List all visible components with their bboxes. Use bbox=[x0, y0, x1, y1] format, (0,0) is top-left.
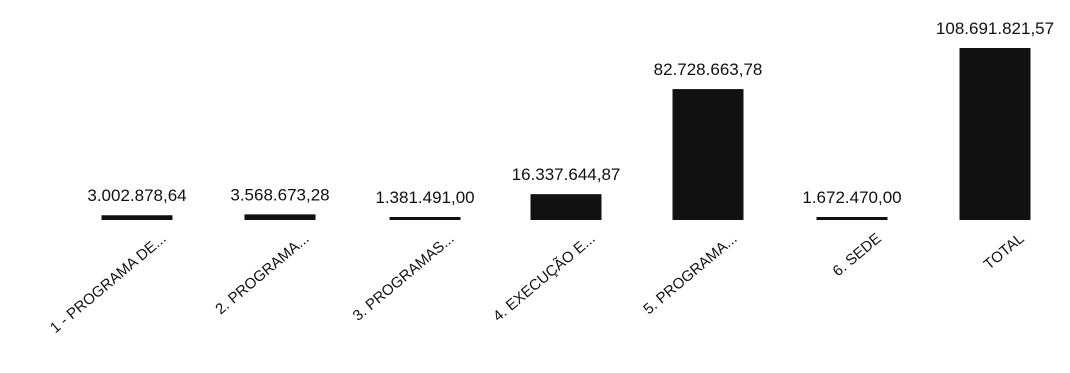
bar bbox=[389, 217, 461, 220]
value-label: 108.691.821,57 bbox=[936, 19, 1054, 38]
bars-group bbox=[101, 48, 1031, 221]
value-label: 16.337.644,87 bbox=[512, 165, 621, 184]
category-label: 5. PROGRAMA... bbox=[640, 230, 740, 318]
category-labels-group: 1 - PROGRAMA DE... 2. PROGRAMA... 3. PROGR… bbox=[47, 230, 1028, 337]
value-label: 1.672.470,00 bbox=[802, 188, 901, 207]
value-labels-group: 3.002.878,64 3.568.673,28 1.381.491,00 16.3… bbox=[87, 19, 1054, 207]
value-label: 82.728.663,78 bbox=[654, 60, 763, 79]
bar bbox=[530, 194, 602, 220]
category-label: 2. PROGRAMA... bbox=[212, 230, 312, 318]
category-label: 4. EXECUÇÃO E... bbox=[490, 230, 599, 325]
category-label: 3. PROGRAMAS... bbox=[350, 230, 458, 324]
value-label: 1.381.491,00 bbox=[375, 188, 474, 207]
bar bbox=[101, 215, 173, 220]
category-label: 1 - PROGRAMA DE... bbox=[47, 230, 170, 337]
value-label: 3.568.673,28 bbox=[230, 185, 329, 204]
bar bbox=[959, 48, 1031, 220]
value-label: 3.002.878,64 bbox=[87, 186, 186, 205]
category-label: 6. SEDE bbox=[830, 230, 885, 280]
bar bbox=[816, 217, 888, 220]
bar bbox=[672, 89, 744, 221]
bar bbox=[244, 214, 316, 220]
category-label: TOTAL bbox=[981, 230, 1028, 273]
